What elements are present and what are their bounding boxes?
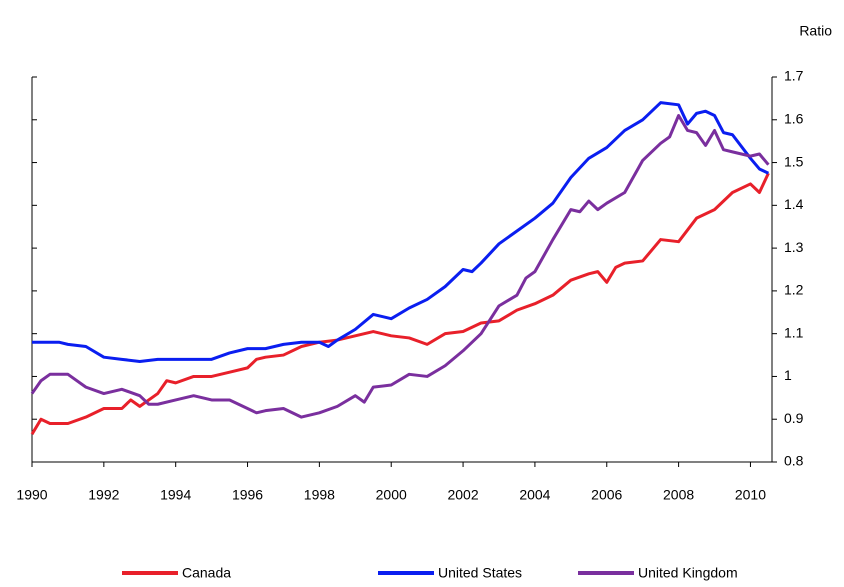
y-tick-label: 1.1 — [784, 324, 804, 340]
series-line — [32, 101, 770, 363]
y-tick-label: 1.7 — [784, 68, 804, 84]
x-tick-label: 1990 — [16, 487, 47, 503]
y-tick-label: 0.8 — [784, 453, 804, 469]
y-axis-label: Ratio — [799, 23, 832, 39]
x-tick-label: 2000 — [376, 487, 407, 503]
x-tick-label: 1998 — [304, 487, 335, 503]
y-tick-label: 1.3 — [784, 239, 804, 255]
legend-label: Canada — [182, 565, 231, 581]
x-tick-label: 2006 — [591, 487, 622, 503]
x-tick-label: 2008 — [663, 487, 694, 503]
x-tick-label: 1992 — [88, 487, 119, 503]
x-tick-label: 2004 — [519, 487, 550, 503]
x-tick-label: 2002 — [447, 487, 478, 503]
y-tick-label: 1.5 — [784, 153, 804, 169]
x-tick-label: 1994 — [160, 487, 191, 503]
legend-label: United Kingdom — [638, 565, 738, 581]
series-line — [30, 114, 770, 419]
y-tick-label: 1.6 — [784, 110, 804, 126]
legend-label: United States — [438, 565, 522, 581]
series-line — [30, 172, 770, 435]
y-tick-label: 0.9 — [784, 410, 804, 426]
y-tick-label: 1.2 — [784, 282, 804, 298]
y-tick-label: 1.4 — [784, 196, 804, 212]
x-tick-label: 1996 — [232, 487, 263, 503]
x-tick-label: 2010 — [735, 487, 766, 503]
y-tick-label: 1 — [784, 367, 792, 383]
